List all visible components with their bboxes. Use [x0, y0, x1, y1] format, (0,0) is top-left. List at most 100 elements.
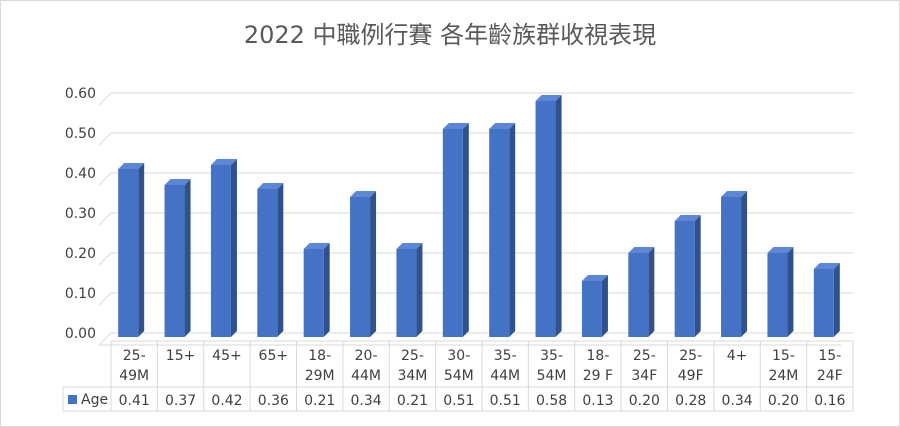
bar [767, 253, 788, 337]
data-value-label: 0.21 [304, 393, 335, 409]
gridline-depth [98, 252, 112, 266]
category-label: 30- [447, 348, 470, 364]
bar [118, 169, 139, 337]
bar-side [648, 247, 655, 337]
bar-top [442, 123, 469, 129]
bar-top [721, 191, 748, 197]
category-label: 29M [305, 368, 335, 384]
bar-top [535, 95, 562, 101]
y-tick-label: 0.00 [65, 326, 96, 342]
bar [674, 221, 695, 337]
category-label: 49M [119, 368, 149, 384]
category-label: 54M [444, 368, 474, 384]
category-label: 15- [772, 348, 795, 364]
bar [813, 269, 834, 337]
category-label: 45+ [212, 348, 242, 364]
bar-top [396, 243, 423, 249]
bar-side [601, 275, 608, 337]
category-label: 18- [308, 348, 331, 364]
data-value-label: 0.21 [397, 393, 428, 409]
bar [257, 189, 278, 337]
category-label: 25- [123, 348, 146, 364]
category-label: 24F [817, 368, 843, 384]
bar [210, 165, 231, 337]
category-label: 44M [490, 368, 520, 384]
category-label: 35- [540, 348, 563, 364]
y-tick-label: 0.60 [65, 86, 96, 102]
y-tick-label: 0.40 [65, 166, 96, 182]
data-value-label: 0.28 [675, 393, 706, 409]
category-label: 4+ [727, 348, 748, 364]
category-label: 29 F [583, 368, 613, 384]
bar-top [303, 243, 330, 249]
y-tick-label: 0.30 [65, 206, 96, 222]
bar-side [184, 179, 191, 337]
data-value-label: 0.16 [814, 393, 845, 409]
bar [442, 129, 463, 337]
bar-top [210, 159, 237, 165]
bar-top [489, 123, 516, 129]
data-value-label: 0.51 [490, 393, 521, 409]
bar-side [370, 191, 377, 337]
bar [721, 197, 742, 337]
category-label: 35- [494, 348, 517, 364]
data-value-label: 0.13 [582, 393, 613, 409]
bar [581, 281, 602, 337]
bar-side [694, 215, 701, 337]
data-value-label: 0.51 [443, 393, 474, 409]
data-value-label: 0.37 [165, 393, 196, 409]
bar-side [555, 95, 562, 337]
gridline-depth [98, 292, 112, 306]
bar-top [813, 263, 840, 269]
bar-side [509, 123, 516, 337]
category-label: 25- [633, 348, 656, 364]
bar-side [138, 163, 145, 337]
category-label: 65+ [259, 348, 289, 364]
data-value-label: 0.20 [768, 393, 799, 409]
data-value-label: 0.34 [350, 393, 381, 409]
bar-top [118, 163, 145, 169]
bar-top [350, 191, 377, 197]
bar-side [416, 243, 423, 337]
bar [489, 129, 510, 337]
category-label: 54M [537, 368, 567, 384]
category-label: 34F [631, 368, 657, 384]
bar-top [767, 247, 794, 253]
data-value-label: 0.58 [536, 393, 567, 409]
chart-title: 2022 中職例行賽 各年齡族群收視表現 [243, 21, 657, 49]
bar [396, 249, 417, 337]
bar-side [323, 243, 330, 337]
bar [535, 101, 556, 337]
bar-top [164, 179, 191, 185]
bar-top [674, 215, 701, 221]
data-value-label: 0.42 [211, 393, 242, 409]
data-value-label: 0.41 [119, 393, 150, 409]
bar-side [277, 183, 284, 337]
category-label: 25- [679, 348, 702, 364]
gridline-depth [98, 212, 112, 226]
category-label: 24M [768, 368, 798, 384]
category-label: 44M [351, 368, 381, 384]
data-value-label: 0.20 [629, 393, 660, 409]
bar [303, 249, 324, 337]
data-value-label: 0.36 [258, 393, 289, 409]
category-label: 34M [397, 368, 427, 384]
bar-side [787, 247, 794, 337]
gridline-depth [98, 172, 112, 186]
gridline-depth [98, 132, 112, 146]
bar-side [741, 191, 748, 337]
bar [164, 185, 185, 337]
y-tick-label: 0.50 [65, 126, 96, 142]
bar [350, 197, 371, 337]
bar-top [581, 275, 608, 281]
category-label: 15- [818, 348, 841, 364]
bar-side [462, 123, 469, 337]
bar-top [257, 183, 284, 189]
category-label: 25- [401, 348, 424, 364]
y-tick-label: 0.20 [65, 246, 96, 262]
y-tick-label: 0.10 [65, 286, 96, 302]
gridline-depth [98, 92, 112, 106]
gridline-depth [98, 332, 112, 346]
